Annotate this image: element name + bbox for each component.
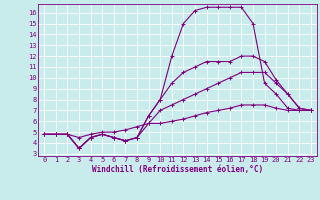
X-axis label: Windchill (Refroidissement éolien,°C): Windchill (Refroidissement éolien,°C) [92, 165, 263, 174]
